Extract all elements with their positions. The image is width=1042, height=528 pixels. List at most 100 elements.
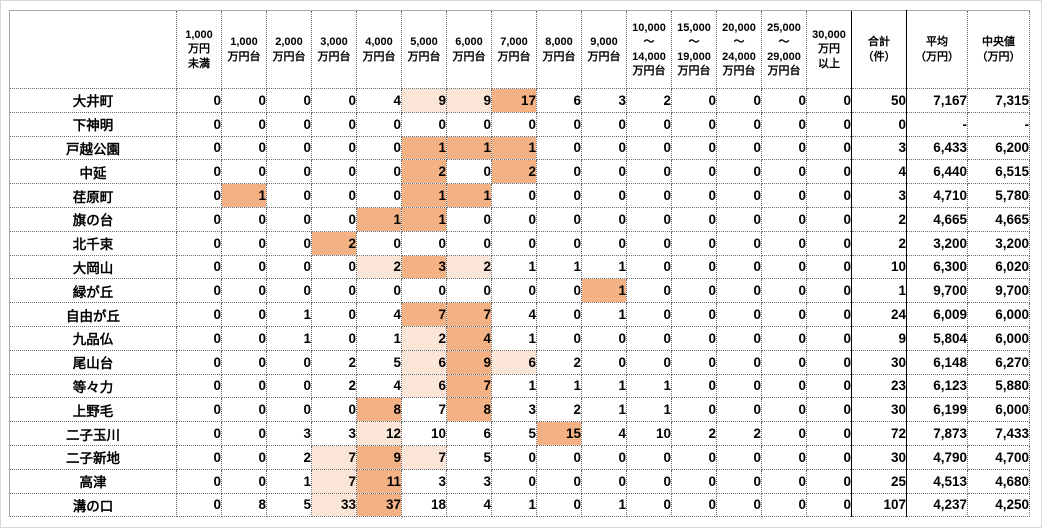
count-cell[interactable]: 0	[536, 492, 582, 518]
total-cell[interactable]: 0	[851, 111, 907, 137]
count-cell[interactable]: 0	[671, 397, 717, 423]
median-cell[interactable]: 7,433	[967, 421, 1030, 446]
count-cell[interactable]: 0	[311, 135, 357, 161]
price-bucket-header[interactable]: 3,000 万円台	[311, 10, 357, 89]
average-cell[interactable]: 6,123	[906, 373, 968, 399]
price-bucket-header[interactable]: 15,000 ～ 19,000 万円台	[671, 10, 717, 89]
count-cell[interactable]: 0	[761, 254, 807, 280]
average-cell[interactable]: 4,710	[906, 183, 968, 208]
count-cell[interactable]: 0	[356, 230, 402, 256]
count-cell[interactable]: 0	[806, 111, 852, 137]
station-name-cell[interactable]: 上野毛	[9, 397, 177, 423]
count-cell[interactable]: 0	[671, 88, 717, 113]
count-cell[interactable]: 0	[221, 230, 267, 256]
count-cell[interactable]: 5	[266, 492, 312, 518]
count-cell[interactable]: 0	[446, 230, 492, 256]
average-cell[interactable]: 4,790	[906, 444, 968, 470]
count-cell[interactable]: 3	[401, 254, 447, 280]
count-cell[interactable]: 1	[626, 373, 672, 399]
total-cell[interactable]: 25	[851, 468, 907, 494]
total-cell[interactable]: 3	[851, 135, 907, 161]
median-cell[interactable]: 5,880	[967, 373, 1030, 399]
count-cell[interactable]: 3	[446, 468, 492, 494]
count-cell[interactable]: 0	[671, 444, 717, 470]
count-cell[interactable]: 0	[626, 278, 672, 304]
count-cell[interactable]: 0	[806, 135, 852, 161]
count-cell[interactable]: 0	[266, 278, 312, 304]
count-cell[interactable]: 0	[806, 254, 852, 280]
count-cell[interactable]: 0	[491, 444, 537, 470]
total-cell[interactable]: 30	[851, 444, 907, 470]
price-bucket-header[interactable]: 20,000 ～ 24,000 万円台	[716, 10, 762, 89]
count-cell[interactable]: 0	[491, 230, 537, 256]
total-cell[interactable]: 72	[851, 421, 907, 446]
count-cell[interactable]: 0	[626, 325, 672, 351]
price-bucket-header[interactable]: 1,000 万円 未満	[176, 10, 222, 89]
average-cell[interactable]: 3,200	[906, 230, 968, 256]
count-cell[interactable]: 0	[221, 349, 267, 375]
count-cell[interactable]: 0	[671, 278, 717, 304]
count-cell[interactable]: 0	[221, 159, 267, 185]
count-cell[interactable]: 0	[356, 183, 402, 208]
count-cell[interactable]: 2	[671, 421, 717, 446]
count-cell[interactable]: 0	[716, 111, 762, 137]
median-cell[interactable]: 6,000	[967, 397, 1030, 423]
count-cell[interactable]: 0	[626, 349, 672, 375]
count-cell[interactable]: 0	[626, 254, 672, 280]
count-cell[interactable]: 0	[716, 254, 762, 280]
count-cell[interactable]: 7	[311, 468, 357, 494]
median-cell[interactable]: 4,250	[967, 492, 1030, 518]
count-cell[interactable]: 15	[536, 421, 582, 446]
price-bucket-header[interactable]: 30,000 万円 以上	[806, 10, 852, 89]
count-cell[interactable]: 0	[716, 206, 762, 232]
count-cell[interactable]: 0	[176, 183, 222, 208]
average-cell[interactable]: -	[906, 111, 968, 137]
station-name-cell[interactable]: 九品仏	[9, 325, 177, 351]
count-cell[interactable]: 10	[626, 421, 672, 446]
count-cell[interactable]: 37	[356, 492, 402, 518]
count-cell[interactable]: 0	[671, 254, 717, 280]
count-cell[interactable]: 0	[176, 325, 222, 351]
average-cell[interactable]: 7,873	[906, 421, 968, 446]
median-cell[interactable]: 6,270	[967, 349, 1030, 375]
count-cell[interactable]: 0	[311, 254, 357, 280]
count-cell[interactable]: 4	[581, 421, 627, 446]
count-cell[interactable]: 0	[401, 111, 447, 137]
count-cell[interactable]: 2	[311, 373, 357, 399]
count-cell[interactable]: 1	[266, 325, 312, 351]
count-cell[interactable]: 0	[536, 278, 582, 304]
count-cell[interactable]: 3	[401, 468, 447, 494]
count-cell[interactable]: 0	[581, 135, 627, 161]
count-cell[interactable]: 0	[761, 88, 807, 113]
count-cell[interactable]: 0	[716, 302, 762, 327]
price-bucket-header[interactable]: 6,000 万円台	[446, 10, 492, 89]
count-cell[interactable]: 0	[176, 302, 222, 327]
count-cell[interactable]: 2	[356, 254, 402, 280]
count-cell[interactable]: 0	[581, 183, 627, 208]
count-cell[interactable]: 0	[716, 444, 762, 470]
count-cell[interactable]: 1	[491, 135, 537, 161]
count-cell[interactable]: 0	[176, 135, 222, 161]
count-cell[interactable]: 0	[761, 492, 807, 518]
count-cell[interactable]: 0	[716, 183, 762, 208]
count-cell[interactable]: 4	[356, 88, 402, 113]
station-name-cell[interactable]: 中延	[9, 159, 177, 185]
count-cell[interactable]: 1	[491, 492, 537, 518]
count-cell[interactable]: 0	[581, 206, 627, 232]
count-cell[interactable]: 0	[311, 302, 357, 327]
count-cell[interactable]: 0	[806, 349, 852, 375]
count-cell[interactable]: 0	[176, 206, 222, 232]
count-cell[interactable]: 4	[446, 492, 492, 518]
count-cell[interactable]: 0	[176, 349, 222, 375]
average-cell[interactable]: 5,804	[906, 325, 968, 351]
count-cell[interactable]: 1	[491, 373, 537, 399]
count-cell[interactable]: 3	[581, 88, 627, 113]
count-cell[interactable]: 2	[536, 349, 582, 375]
median-cell[interactable]: 6,000	[967, 325, 1030, 351]
count-cell[interactable]: 0	[761, 230, 807, 256]
count-cell[interactable]: 0	[221, 421, 267, 446]
count-cell[interactable]: 0	[266, 135, 312, 161]
station-name-cell[interactable]: 二子玉川	[9, 421, 177, 446]
count-cell[interactable]: 0	[266, 159, 312, 185]
count-cell[interactable]: 0	[176, 278, 222, 304]
